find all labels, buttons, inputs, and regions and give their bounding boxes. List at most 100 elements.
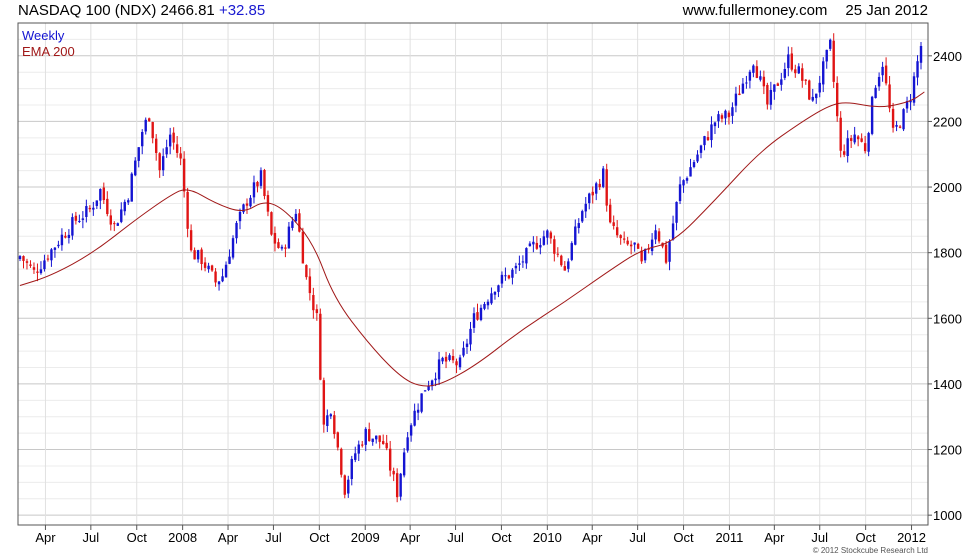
candle-body-down (619, 235, 622, 239)
candle-body-up (472, 313, 476, 328)
candle-body-down (856, 136, 860, 140)
candle-body-up (685, 178, 689, 181)
candle-body-up (787, 54, 790, 69)
x-tick-label: Apr (35, 530, 56, 545)
candle-body-down (273, 232, 277, 244)
candle-body-down (727, 112, 731, 118)
candle-body-down (245, 203, 249, 206)
y-axis: 1000 1200 1400 1600 1800 2000 2200 2400 (928, 49, 962, 523)
ema-200-line (19, 91, 925, 387)
candle-body-down (762, 76, 766, 87)
candle-body-up (699, 145, 703, 153)
candle-body-down (154, 138, 158, 153)
candle-body-up (127, 200, 130, 203)
candle-body-down (263, 169, 266, 197)
candle-body-down (308, 276, 312, 294)
candle-body-up (483, 303, 486, 309)
candle-body-down (755, 66, 759, 78)
candle-body-up (759, 76, 762, 80)
candle-body-up (769, 89, 773, 105)
candle-body-up (525, 248, 528, 264)
candle-body-up (224, 264, 228, 278)
candle-body-down (808, 80, 811, 100)
candle-body-down (801, 68, 804, 81)
candle-body-up (581, 211, 584, 222)
website-label: www.fullermoney.com (682, 2, 828, 19)
candle-body-up (60, 234, 64, 246)
y-tick-label: 1200 (933, 443, 962, 458)
candle-body-up (577, 223, 580, 229)
candle-body-down (36, 271, 39, 273)
candle-body-up (574, 226, 577, 245)
candle-body-up (252, 182, 256, 198)
candle-body-down (22, 256, 25, 261)
x-tick-label: 2009 (351, 530, 380, 545)
grid-lines (18, 22, 928, 525)
x-tick-label: Jul (629, 530, 646, 545)
candle-body-down (109, 215, 112, 225)
candle-body-down (203, 262, 207, 268)
candle-body-up (783, 69, 787, 78)
candle-body-down (395, 473, 399, 498)
candle-body-up (137, 147, 140, 161)
candle-body-up (731, 107, 734, 116)
x-tick-label: Jul (447, 530, 464, 545)
candle-body-down (605, 169, 608, 206)
candle-body-up (717, 114, 720, 122)
candle-body-down (388, 448, 392, 471)
candle-body-up (130, 173, 133, 202)
candle-body-down (556, 253, 560, 255)
candle-body-down (322, 380, 326, 425)
candle-body-down (507, 275, 511, 279)
candle-body-up (409, 425, 413, 436)
candle-body-down (64, 235, 67, 238)
candle-body-up (420, 393, 423, 412)
candle-body-up (650, 239, 654, 252)
candle-body-up (469, 328, 472, 345)
chart-header: NASDAQ 100 (NDX) 2466.81 +32.85 www.full… (18, 1, 928, 21)
candle-body-up (350, 458, 353, 480)
candle-body-up (81, 218, 85, 220)
candle-body-up (294, 213, 298, 222)
candle-body-up (643, 249, 647, 261)
candle-body-up (919, 45, 923, 63)
candle-body-up (416, 409, 420, 413)
candle-body-up (465, 343, 469, 347)
x-tick-label: Oct (856, 530, 877, 545)
candle-body-up (92, 207, 95, 210)
candle-body-up (818, 82, 821, 93)
weekly-candles (18, 33, 923, 503)
candle-body-up (905, 100, 909, 109)
candle-body-up (668, 241, 671, 262)
candle-body-down (378, 435, 381, 442)
candle-body-down (706, 137, 710, 141)
x-tick-label: Jul (83, 530, 100, 545)
x-tick-label: Oct (673, 530, 694, 545)
candle-body-up (881, 66, 884, 76)
candle-body-up (703, 136, 706, 146)
candle-body-down (790, 53, 793, 70)
candle-body-up (141, 132, 144, 147)
candle-body-up (326, 415, 329, 427)
x-tick-label: Jul (265, 530, 282, 545)
candle-body-up (748, 71, 752, 81)
plot-area (18, 23, 928, 525)
x-tick-label: 2008 (168, 530, 197, 545)
candle-body-up (532, 241, 535, 245)
candle-body-up (196, 250, 200, 260)
candle-body-up (780, 79, 783, 85)
candle-body-up (67, 234, 71, 239)
x-tick-label: 2011 (715, 530, 743, 545)
candle-body-up (773, 84, 776, 92)
candle-body-up (78, 220, 81, 222)
candle-body-up (696, 154, 699, 162)
candle-body-up (18, 256, 22, 259)
candle-body-down (381, 441, 385, 445)
candle-body-down (640, 250, 643, 262)
x-tick-label: 2012 (897, 530, 926, 545)
candle-body-up (916, 61, 919, 78)
x-axis: Apr Jul Oct 2008 Apr Jul Oct 2009 Apr Jul Oct 2010 A… (35, 525, 926, 545)
candle-body-down (361, 444, 364, 446)
candle-body-down (563, 266, 566, 271)
candle-body-up (822, 61, 825, 85)
